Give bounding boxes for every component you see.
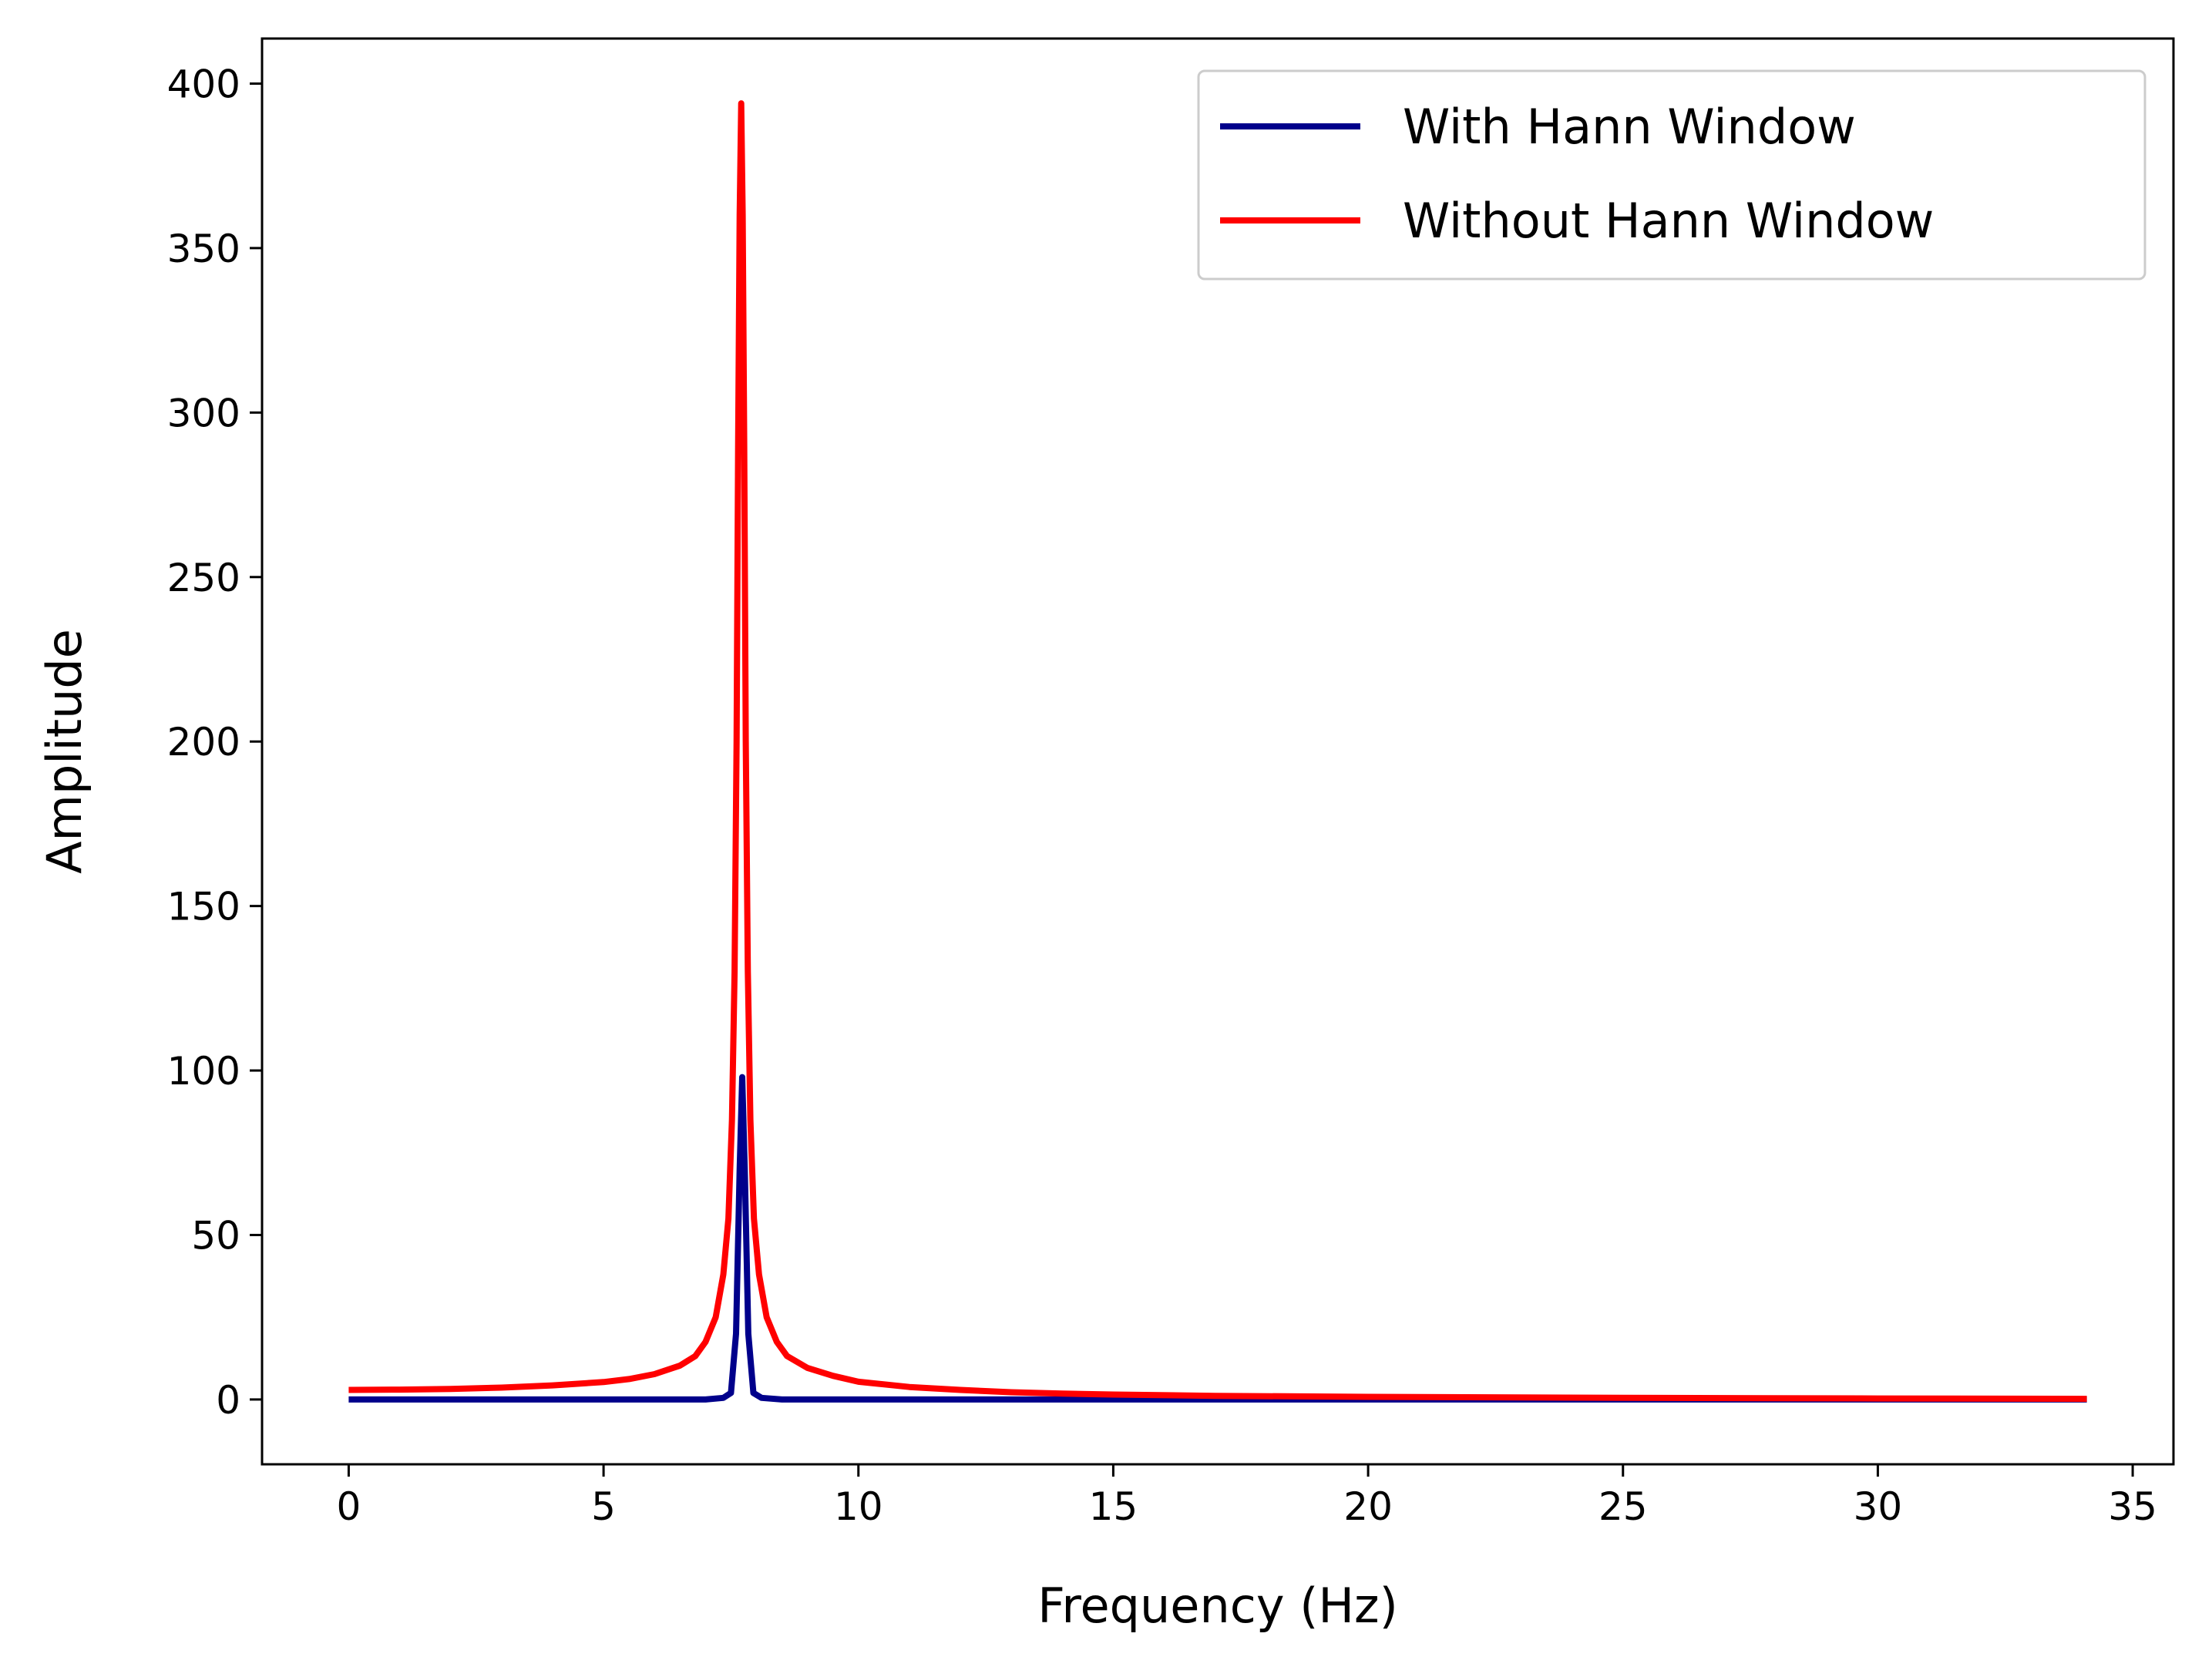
plot-area (348, 100, 2087, 1403)
y-tick-label: 250 (167, 556, 240, 600)
plot-frame (261, 37, 2175, 1466)
legend-label-with-hann: With Hann Window (1403, 99, 1856, 155)
y-tick-label: 100 (167, 1049, 240, 1094)
x-tick-label: 10 (834, 1484, 883, 1529)
x-tick-label: 30 (1854, 1484, 1903, 1529)
y-tick-label: 150 (167, 885, 240, 929)
x-tick-label: 5 (591, 1484, 616, 1529)
x-axis-label: Frequency (Hz) (1037, 1578, 1398, 1634)
x-tick-label: 35 (2108, 1484, 2157, 1529)
series-line-with-hann (348, 1074, 2087, 1403)
y-tick-label: 300 (167, 391, 240, 435)
series-line-without-hann (348, 100, 2087, 1403)
legend-label-without-hann: Without Hann Window (1403, 193, 1934, 249)
y-tick-label: 350 (167, 227, 240, 271)
legend: With Hann Window Without Hann Window (1197, 69, 2146, 281)
x-axis: 0 5 10 15 20 25 30 35 (337, 1464, 2157, 1529)
y-axis: 0 50 100 150 200 250 300 350 400 (167, 62, 262, 1423)
legend-box (1197, 69, 2146, 281)
x-tick-label: 15 (1089, 1484, 1138, 1529)
x-tick-label: 25 (1598, 1484, 1648, 1529)
x-tick-label: 20 (1343, 1484, 1393, 1529)
y-tick-label: 0 (216, 1378, 240, 1423)
y-tick-label: 200 (167, 720, 240, 765)
y-tick-label: 50 (191, 1213, 240, 1258)
y-tick-label: 400 (167, 62, 240, 106)
x-tick-label: 0 (337, 1484, 361, 1529)
y-axis-label: Amplitude (36, 629, 92, 874)
